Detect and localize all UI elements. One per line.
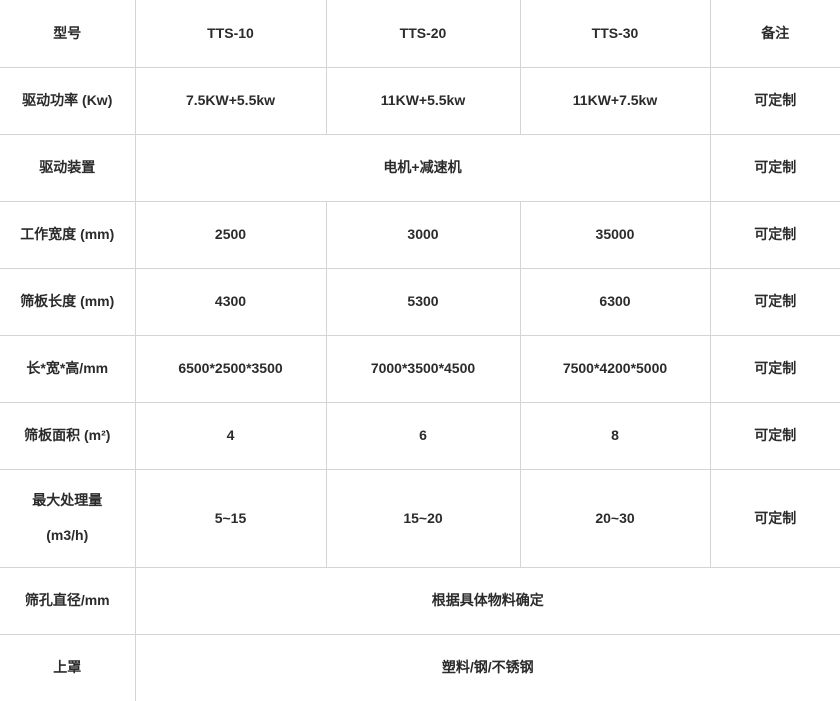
cell-screen-plate-length-tts-10: 4300 bbox=[135, 268, 327, 336]
cell-working-width-tts-10: 2500 bbox=[135, 201, 327, 269]
row-label-working-width: 工作宽度 (mm) bbox=[0, 201, 136, 269]
cell-drive-power-tts-30: 11KW+7.5kw bbox=[520, 67, 711, 135]
table-header-row: 型号 TTS-10 TTS-20 TTS-30 备注 bbox=[0, 0, 840, 68]
table-row: 筛板面积 (m²) 4 6 8 可定制 bbox=[0, 402, 840, 470]
cell-drive-power-tts-20: 11KW+5.5kw bbox=[326, 67, 521, 135]
cell-top-cover-merged: 塑料/钢/不锈钢 bbox=[135, 634, 840, 701]
row-label-drive-power: 驱动功率 (Kw) bbox=[0, 67, 136, 135]
table-row: 驱动功率 (Kw) 7.5KW+5.5kw 11KW+5.5kw 11KW+7.… bbox=[0, 67, 840, 135]
row-label-max-capacity-line2: (m3/h) bbox=[46, 527, 89, 543]
table-row: 上罩 塑料/钢/不锈钢 bbox=[0, 634, 840, 701]
row-label-screen-plate-length: 筛板长度 (mm) bbox=[0, 268, 136, 336]
cell-working-width-remark: 可定制 bbox=[710, 201, 840, 269]
column-header-model-label: 型号 bbox=[0, 0, 136, 68]
column-header-remarks: 备注 bbox=[710, 0, 840, 68]
row-label-drive-device: 驱动装置 bbox=[0, 134, 136, 202]
cell-max-capacity-tts-10: 5~15 bbox=[135, 469, 327, 568]
cell-drive-power-remark: 可定制 bbox=[710, 67, 840, 135]
cell-screen-plate-area-tts-20: 6 bbox=[326, 402, 521, 470]
column-header-tts-30: TTS-30 bbox=[520, 0, 711, 68]
cell-drive-power-tts-10: 7.5KW+5.5kw bbox=[135, 67, 327, 135]
cell-mesh-diameter-merged: 根据具体物料确定 bbox=[135, 567, 840, 635]
cell-dimensions-tts-20: 7000*3500*4500 bbox=[326, 335, 521, 403]
cell-drive-device-merged: 电机+减速机 bbox=[135, 134, 711, 202]
row-label-dimensions: 长*宽*高/mm bbox=[0, 335, 136, 403]
table-row: 筛孔直径/mm 根据具体物料确定 bbox=[0, 567, 840, 635]
cell-dimensions-tts-30: 7500*4200*5000 bbox=[520, 335, 711, 403]
cell-drive-device-remark: 可定制 bbox=[710, 134, 840, 202]
column-header-tts-10: TTS-10 bbox=[135, 0, 327, 68]
cell-max-capacity-remark: 可定制 bbox=[710, 469, 840, 568]
table-row: 驱动装置 电机+减速机 可定制 bbox=[0, 134, 840, 202]
row-label-screen-plate-area: 筛板面积 (m²) bbox=[0, 402, 136, 470]
column-header-tts-20: TTS-20 bbox=[326, 0, 521, 68]
cell-screen-plate-length-tts-30: 6300 bbox=[520, 268, 711, 336]
cell-max-capacity-tts-30: 20~30 bbox=[520, 469, 711, 568]
table-row: 工作宽度 (mm) 2500 3000 35000 可定制 bbox=[0, 201, 840, 269]
cell-screen-plate-length-tts-20: 5300 bbox=[326, 268, 521, 336]
row-label-max-capacity-line1: 最大处理量 bbox=[32, 492, 103, 508]
table-row: 筛板长度 (mm) 4300 5300 6300 可定制 bbox=[0, 268, 840, 336]
table-row: 最大处理量 (m3/h) 5~15 15~20 20~30 可定制 bbox=[0, 469, 840, 568]
cell-max-capacity-tts-20: 15~20 bbox=[326, 469, 521, 568]
cell-screen-plate-area-remark: 可定制 bbox=[710, 402, 840, 470]
cell-screen-plate-area-tts-30: 8 bbox=[520, 402, 711, 470]
table-row: 长*宽*高/mm 6500*2500*3500 7000*3500*4500 7… bbox=[0, 335, 840, 403]
row-label-mesh-diameter: 筛孔直径/mm bbox=[0, 567, 136, 635]
cell-screen-plate-length-remark: 可定制 bbox=[710, 268, 840, 336]
row-label-top-cover: 上罩 bbox=[0, 634, 136, 701]
cell-dimensions-tts-10: 6500*2500*3500 bbox=[135, 335, 327, 403]
cell-working-width-tts-30: 35000 bbox=[520, 201, 711, 269]
cell-working-width-tts-20: 3000 bbox=[326, 201, 521, 269]
row-label-max-capacity: 最大处理量 (m3/h) bbox=[0, 469, 136, 568]
cell-dimensions-remark: 可定制 bbox=[710, 335, 840, 403]
cell-screen-plate-area-tts-10: 4 bbox=[135, 402, 327, 470]
